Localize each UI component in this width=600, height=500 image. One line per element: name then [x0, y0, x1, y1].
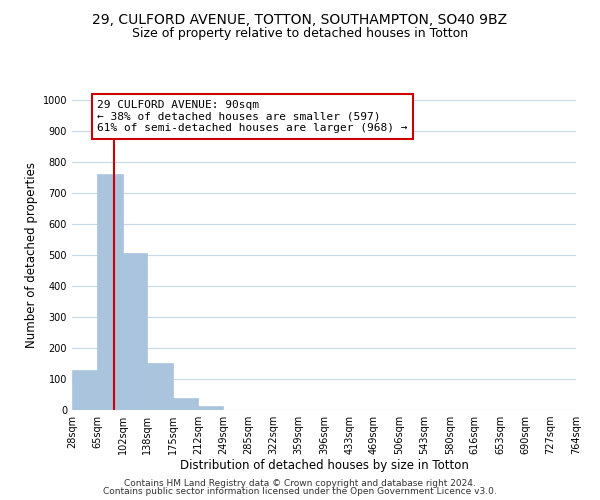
Bar [122, 254, 148, 410]
Text: 29, CULFORD AVENUE, TOTTON, SOUTHAMPTON, SO40 9BZ: 29, CULFORD AVENUE, TOTTON, SOUTHAMPTON,… [92, 12, 508, 26]
Bar [72, 370, 97, 410]
Text: 29 CULFORD AVENUE: 90sqm
← 38% of detached houses are smaller (597)
61% of semi-: 29 CULFORD AVENUE: 90sqm ← 38% of detach… [97, 100, 408, 133]
Bar [148, 363, 173, 410]
Y-axis label: Number of detached properties: Number of detached properties [25, 162, 38, 348]
Text: Contains HM Land Registry data © Crown copyright and database right 2024.: Contains HM Land Registry data © Crown c… [124, 478, 476, 488]
Text: Contains public sector information licensed under the Open Government Licence v3: Contains public sector information licen… [103, 487, 497, 496]
Bar [97, 174, 122, 410]
Bar [198, 406, 223, 410]
X-axis label: Distribution of detached houses by size in Totton: Distribution of detached houses by size … [179, 458, 469, 471]
Text: Size of property relative to detached houses in Totton: Size of property relative to detached ho… [132, 28, 468, 40]
Bar [173, 398, 198, 410]
